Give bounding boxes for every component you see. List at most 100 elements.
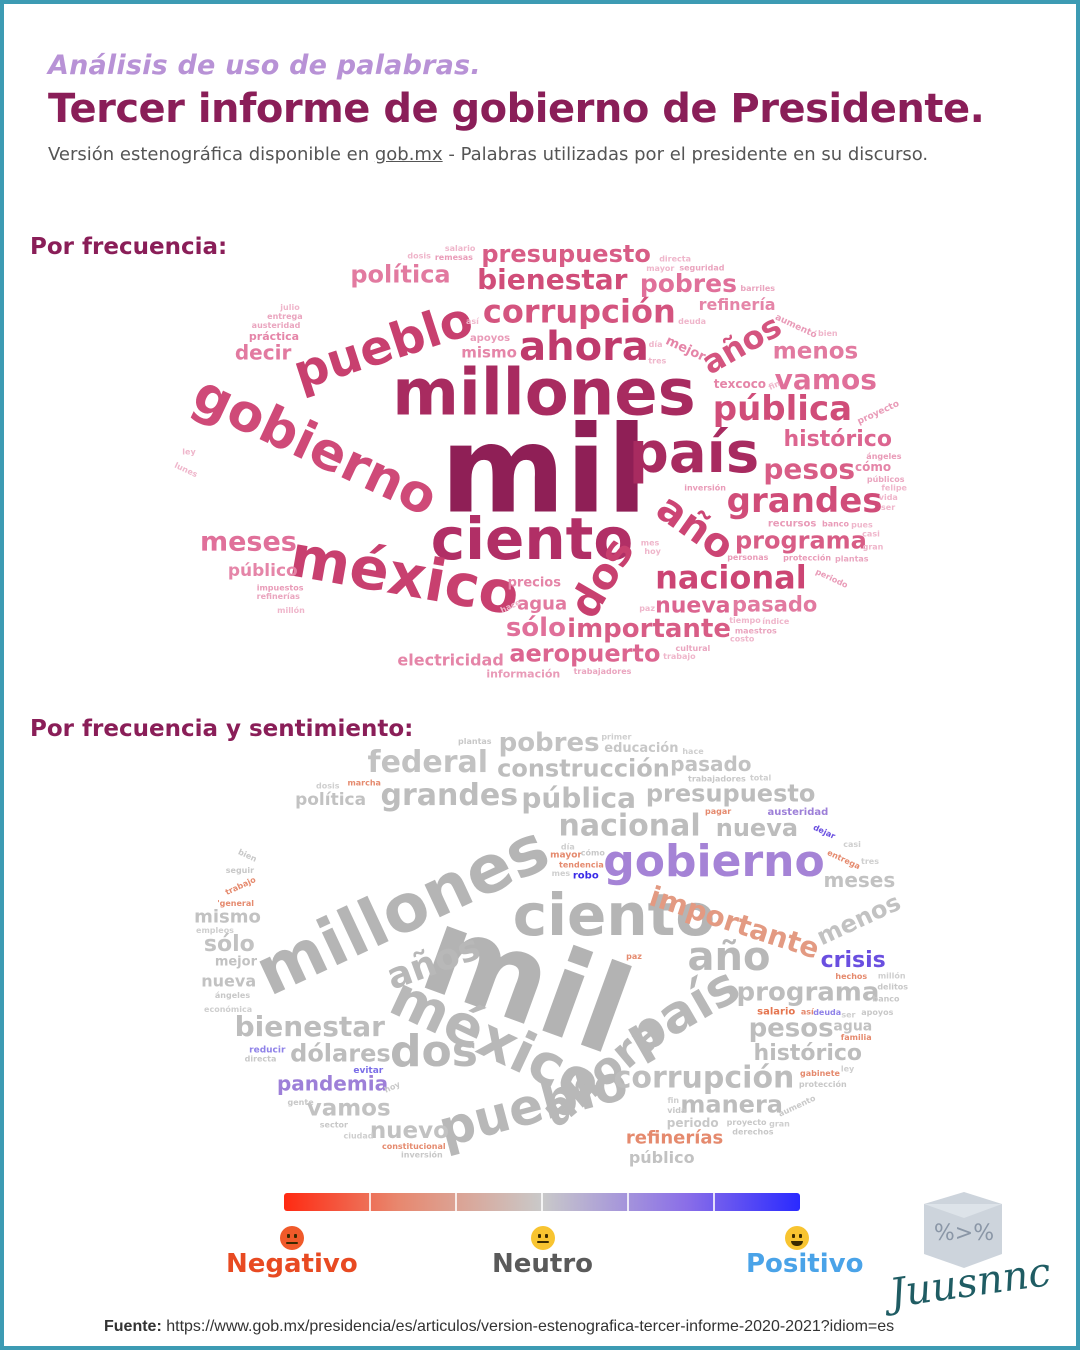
cloud-word: gran bbox=[863, 542, 884, 551]
cloud-word: barriles bbox=[740, 284, 775, 293]
cloud-word: sólo bbox=[204, 932, 255, 957]
cloud-word: 'general bbox=[217, 899, 254, 908]
cloud-word: gente bbox=[288, 1098, 315, 1107]
legend-neutral: Neutro bbox=[492, 1249, 594, 1279]
cloud-word: mil bbox=[440, 402, 647, 541]
cloud-word: ser bbox=[841, 1011, 855, 1020]
cloud-word: trabajadores bbox=[688, 775, 746, 784]
cloud-word: política bbox=[295, 790, 366, 810]
cloud-word: vida bbox=[667, 1106, 686, 1115]
pretitle: Análisis de uso de palabras. bbox=[48, 50, 481, 81]
cloud-word: económica bbox=[204, 1004, 252, 1014]
cloud-word: austeridad bbox=[252, 321, 301, 330]
cloud-word: dos bbox=[390, 1026, 478, 1077]
cloud-word: apoyos bbox=[861, 1008, 893, 1017]
cloud-word: nacional bbox=[655, 559, 807, 597]
cloud-word: sólo bbox=[506, 613, 566, 643]
cloud-word: hechos bbox=[835, 972, 867, 981]
cloud-word: mismo bbox=[461, 343, 517, 361]
cloud-word: seguridad bbox=[679, 264, 724, 273]
cloud-word: tiempo bbox=[729, 616, 761, 625]
cloud-word: aeropuerto bbox=[509, 640, 660, 668]
cloud-word: pública bbox=[521, 781, 636, 814]
cloud-word: ciento bbox=[431, 505, 633, 573]
cloud-word: importante bbox=[567, 614, 731, 644]
cloud-word: inversión bbox=[401, 1150, 443, 1160]
cloud-word: trabajadores bbox=[574, 667, 632, 676]
cloud-word: meses bbox=[824, 868, 896, 892]
cloud-word: nueva bbox=[201, 971, 256, 990]
cloud-word: trabajo bbox=[663, 652, 696, 661]
cloud-word: programa bbox=[735, 526, 867, 554]
wordcloud-sentiment: milmillonescientoméxicogobiernopaíspuebl… bbox=[194, 728, 908, 1167]
cloud-word: bien bbox=[237, 847, 259, 864]
cloud-word: información bbox=[486, 667, 560, 680]
cloud-word: refinerías bbox=[257, 592, 301, 601]
cloud-word: proyecto bbox=[856, 399, 901, 427]
cloud-word: ciudad bbox=[343, 1132, 373, 1141]
cloud-word: directa bbox=[245, 1054, 277, 1063]
cloud-word: ahora bbox=[519, 324, 649, 370]
cloud-word: evitar bbox=[353, 1066, 383, 1076]
cloud-word: bien bbox=[818, 329, 838, 338]
section-heading-frequency: Por frecuencia: bbox=[30, 234, 228, 260]
cloud-word: grandes bbox=[727, 481, 883, 521]
page-title: Tercer informe de gobierno de Presidente… bbox=[48, 86, 985, 132]
cloud-word: bienestar bbox=[235, 1010, 386, 1043]
cloud-word: deuda bbox=[678, 317, 706, 326]
cloud-word: dosis bbox=[316, 781, 340, 790]
cloud-word: familia bbox=[841, 1033, 872, 1042]
cloud-word: delitos bbox=[877, 983, 908, 992]
cloud-word: mayor bbox=[646, 264, 674, 273]
cloud-word: austeridad bbox=[767, 807, 828, 818]
cloud-word: precios bbox=[508, 575, 562, 590]
cloud-word: vamos bbox=[307, 1096, 391, 1122]
cloud-word: texcoco bbox=[714, 377, 766, 391]
cloud-word: público bbox=[228, 561, 298, 581]
neutral-face-icon bbox=[531, 1226, 555, 1250]
cloud-word: banco bbox=[822, 520, 850, 529]
cloud-word: tres bbox=[861, 857, 879, 866]
cloud-word: menos bbox=[812, 888, 905, 951]
cloud-word: ciento bbox=[513, 881, 715, 949]
cloud-word: reducir bbox=[249, 1045, 286, 1055]
cloud-word: gran bbox=[769, 1119, 790, 1128]
cloud-word: pues bbox=[851, 521, 873, 530]
cloud-word: cómo bbox=[581, 848, 606, 858]
cloud-word: práctica bbox=[249, 330, 299, 343]
cloud-word: marcha bbox=[347, 778, 381, 787]
cloud-word: protección bbox=[799, 1079, 847, 1089]
cloud-word: meses bbox=[200, 526, 297, 557]
cloud-word: cultural bbox=[676, 644, 711, 653]
source-url[interactable]: https://www.gob.mx/presidencia/es/articu… bbox=[166, 1318, 895, 1335]
cloud-word: manera bbox=[680, 1091, 783, 1119]
cloud-word: entrega bbox=[267, 312, 302, 321]
cloud-word: menos bbox=[773, 338, 858, 364]
cloud-word: periodo bbox=[814, 567, 850, 590]
cloud-word: recursos bbox=[768, 519, 817, 530]
cloud-word: cómo bbox=[855, 460, 891, 474]
cloud-word: aumento bbox=[777, 1093, 817, 1118]
cloud-word: histórico bbox=[754, 1041, 862, 1066]
cloud-word: personas bbox=[727, 553, 768, 562]
sentiment-color-scale bbox=[284, 1193, 800, 1211]
cloud-word: índice bbox=[762, 617, 790, 626]
cloud-word: deuda bbox=[813, 1008, 841, 1017]
cloud-word: así bbox=[801, 1008, 815, 1017]
source-label: Fuente: bbox=[104, 1318, 162, 1335]
cloud-word: paz bbox=[626, 952, 642, 961]
cloud-word: mismo bbox=[194, 906, 261, 927]
cloud-word: ser bbox=[881, 503, 895, 512]
cloud-word: año bbox=[688, 934, 771, 980]
cloud-word: nacional bbox=[559, 809, 701, 844]
cloud-word: millón bbox=[277, 605, 305, 615]
cloud-word: pesos bbox=[763, 453, 855, 486]
cloud-word: pobres bbox=[499, 728, 600, 758]
logo-mark: %>% bbox=[934, 1221, 994, 1246]
cloud-word: maestros bbox=[735, 626, 777, 635]
cloud-word: total bbox=[750, 773, 772, 782]
cloud-word: pagar bbox=[705, 807, 731, 816]
gob-mx-link[interactable]: gob.mx bbox=[374, 144, 443, 165]
cloud-word: educación bbox=[604, 741, 678, 756]
